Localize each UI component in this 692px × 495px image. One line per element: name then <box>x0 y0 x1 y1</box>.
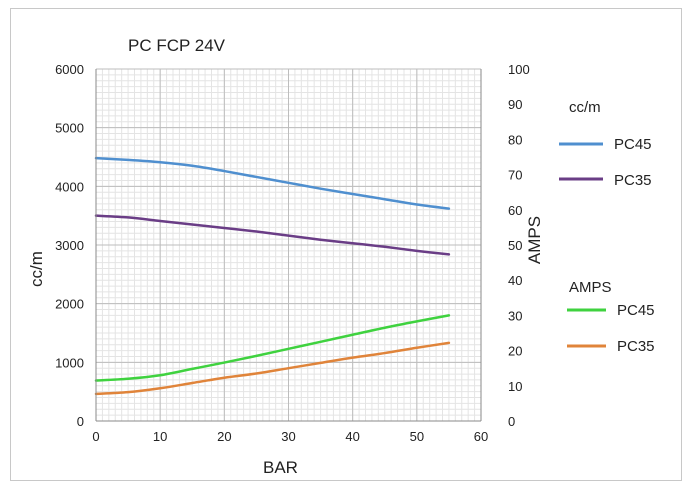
x-tick-label: 20 <box>217 429 231 444</box>
y-tick-label: 6000 <box>55 62 84 77</box>
series-line-amps-pc45 <box>94 314 451 382</box>
y-tick-label: 0 <box>77 414 84 429</box>
y2-axis-title: AMPS <box>525 216 544 264</box>
y2-tick-label: 60 <box>508 203 522 218</box>
grid <box>95 68 482 422</box>
y2-tick-label: 20 <box>508 344 522 359</box>
y-tick-label: 1000 <box>55 355 84 370</box>
legend-group-title-ccm: cc/m <box>569 99 601 116</box>
y2-tick-label: 70 <box>508 168 522 183</box>
y2-tick-label: 10 <box>508 379 522 394</box>
y-axis-title: cc/m <box>27 251 46 287</box>
legend-label-amps-pc35: PC35 <box>617 338 655 355</box>
chart-title: PC FCP 24V <box>128 36 226 55</box>
y-tick-label: 5000 <box>55 121 84 136</box>
y2-tick-label: 30 <box>508 308 522 323</box>
series-line-amps-pc35 <box>94 341 451 396</box>
y-tick-label: 3000 <box>55 238 84 253</box>
series-line-ccm-pc45 <box>94 156 451 210</box>
y2-tick-label: 100 <box>508 62 530 77</box>
y2-tick-label: 80 <box>508 132 522 147</box>
series-lines <box>94 156 451 396</box>
legend-label-amps-pc45: PC45 <box>617 302 655 319</box>
x-tick-label: 60 <box>474 429 488 444</box>
x-tick-label: 40 <box>345 429 359 444</box>
y2-tick-label: 40 <box>508 273 522 288</box>
y2-tick-label: 50 <box>508 238 522 253</box>
y-tick-label: 4000 <box>55 179 84 194</box>
legend-label-ccm-pc35: PC35 <box>614 172 652 189</box>
legend-label-ccm-pc45: PC45 <box>614 136 652 153</box>
y2-tick-label: 0 <box>508 414 515 429</box>
axes: 0 10 20 30 40 50 60 0 1000 2000 3000 4000 5000 6000 0 1… <box>55 62 530 444</box>
x-tick-label: 50 <box>410 429 424 444</box>
series-line-ccm-pc35 <box>94 214 451 256</box>
y2-tick-label: 90 <box>508 97 522 112</box>
legend: cc/m PC45 PC35 AMPS PC45 PC35 <box>559 99 655 355</box>
x-tick-label: 0 <box>92 429 99 444</box>
legend-group-title-amps: AMPS <box>569 279 612 296</box>
x-tick-label: 30 <box>281 429 295 444</box>
y-tick-label: 2000 <box>55 297 84 312</box>
x-axis-title: BAR <box>263 458 298 477</box>
x-tick-label: 10 <box>153 429 167 444</box>
